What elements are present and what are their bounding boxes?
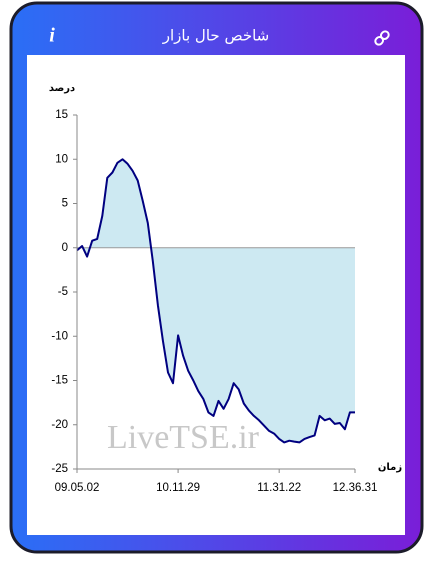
y-tick-label: -10 [51, 330, 68, 342]
x-tick-label: 10.11.29 [156, 482, 200, 494]
watermark: LiveTSE.ir [107, 419, 260, 456]
link-icon[interactable] [374, 30, 390, 46]
line [76, 158, 355, 444]
x-axis-label: زمان [378, 462, 402, 473]
y-axis-label: درصد [49, 83, 75, 94]
y-tick-label: 0 [62, 242, 68, 254]
y-tick-label: -15 [51, 375, 68, 387]
header-title: شاخص حال بازار [162, 27, 269, 45]
x-tick-label: 09.05.02 [55, 482, 100, 494]
y-tick-label: -5 [58, 286, 68, 298]
y-tick-label: -25 [51, 463, 68, 475]
x-tick-label: 11.31.22 [257, 482, 301, 494]
y-tick-label: 5 [62, 198, 68, 210]
y-tick-label: 15 [55, 109, 68, 121]
x-tick-label: 12.36.31 [333, 482, 378, 494]
y-tick-label: -20 [51, 419, 68, 431]
y-tick-label: 10 [55, 153, 68, 165]
area [77, 159, 355, 443]
info-icon[interactable]: i [49, 25, 55, 47]
